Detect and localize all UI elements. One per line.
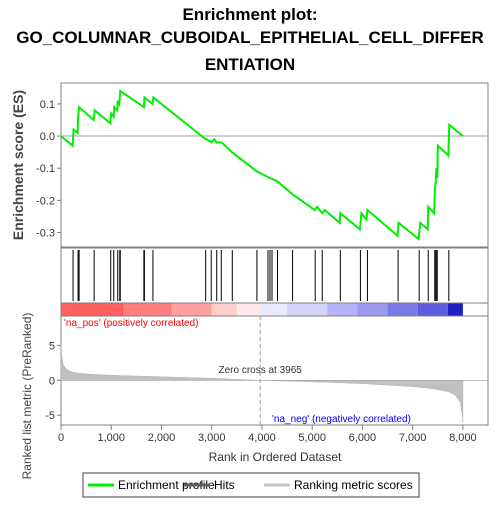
es-ytick-label: -0.2 [36,195,55,207]
es-ytick-label: -0.1 [36,163,55,175]
color-bar-segment [123,303,172,316]
legend: Enrichment profile Hits Ranking metric sco… [88,478,413,492]
x-tick-label: 6,000 [349,432,377,444]
es-panel: 0.1 0.0 -0.1 -0.2 -0.3 [36,89,488,241]
ranking-ytick-label: 5 [49,340,55,352]
rank-color-bar [61,303,463,316]
color-bar-segment [387,303,418,316]
enrichment-profile-line [60,89,464,241]
ranking-ylabel: Ranked list metric (PreRanked) [20,313,34,480]
es-panel-frame [60,82,489,248]
x-tick-label: 7,000 [399,432,427,444]
title-line-3: ENTIATION [205,55,295,74]
ranking-metric-area [60,343,464,423]
x-tick-label: 8,000 [449,432,477,444]
ranking-ytick-label: 0 [49,375,55,387]
ranking-ytick-label: -5 [45,410,55,422]
ranking-panel-frame [60,315,489,426]
x-tick-label: 0 [58,432,64,444]
color-bar-segment [236,303,261,316]
legend-box [82,472,420,498]
x-tick-label: 5,000 [298,432,326,444]
x-tick-label: 1,000 [97,432,125,444]
x-axis-ticks: 0 1,000 2,000 3,000 4,000 5,000 6,000 7,000 8,00… [58,425,477,444]
color-bar-segment [287,303,328,316]
ranking-panel: 5 0 -5 Zero cross at 3965 'na_pos' (positive… [45,316,488,425]
es-ytick-label: 0.1 [40,99,55,111]
color-bar-segment [357,303,388,316]
color-bar-segment [260,303,288,316]
es-ytick-label: -0.3 [36,228,55,240]
color-bar-segment [327,303,358,316]
es-ytick-label: 0.0 [40,131,55,143]
legend-enrichment-profile-label: Enrichment profile [118,478,215,492]
title-line-1: Enrichment plot: [182,5,317,24]
title-line-2: GO_COLUMNAR_CUBOIDAL_EPITHELIAL_CELL_DIF… [16,28,484,47]
es-ylabel: Enrichment score (ES) [10,90,26,240]
zero-cross-label: Zero cross at 3965 [218,365,302,376]
color-bar-segment [447,303,463,316]
legend-hits-label: Hits [214,478,235,492]
color-bar-segment [61,303,124,316]
negative-correlation-label: 'na_neg' (negatively correlated) [272,414,411,425]
positive-correlation-label: 'na_pos' (positively correlated) [64,318,198,329]
legend-ranking-scores-label: Ranking metric scores [294,478,413,492]
color-bar-segment [417,303,448,316]
hits-panel [72,250,450,301]
color-bar-segment [171,303,212,316]
x-tick-label: 4,000 [248,432,276,444]
x-tick-label: 2,000 [148,432,176,444]
x-tick-label: 3,000 [198,432,226,444]
x-axis-label: Rank in Ordered Dataset [209,450,342,464]
hits-panel-frame [60,247,489,304]
color-bar-segment [211,303,237,316]
